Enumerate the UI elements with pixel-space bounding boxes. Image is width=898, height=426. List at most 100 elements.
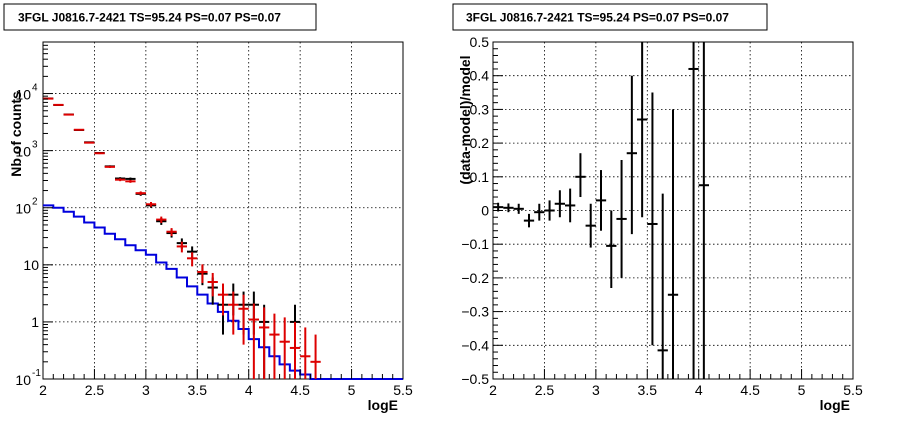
left-model-point	[269, 313, 280, 379]
left-x-tick-label: 4	[245, 382, 253, 398]
right-residual-point	[575, 153, 586, 198]
right-residual-point	[534, 203, 545, 221]
left-model-point	[115, 178, 126, 182]
left-y-axis-title: Nb of counts	[8, 91, 24, 177]
left-y-tick-exponent: 2	[32, 197, 38, 208]
right-x-tick-label: 4.5	[740, 382, 760, 398]
right-y-tick-label: 0	[481, 203, 489, 219]
left-x-tick-label: 2.5	[85, 382, 105, 398]
left-model-point	[63, 113, 74, 116]
left-y-tick-exponent: -1	[32, 368, 41, 379]
right-title-box	[452, 3, 768, 31]
right-x-tick-label: 5.5	[843, 382, 863, 398]
right-residual-point	[616, 159, 627, 278]
left-model-point	[217, 283, 229, 316]
left-model-point	[207, 272, 218, 297]
left-model-point	[135, 191, 146, 196]
right-residual-point	[637, 42, 648, 218]
left-y-tick-label: 10	[15, 372, 31, 388]
right-y-axis-title: (data-model)/model	[457, 55, 473, 184]
left-title-box	[3, 3, 317, 31]
right-y-tick-label: −0.2	[461, 270, 489, 286]
left-x-tick-label: 5.5	[393, 382, 413, 398]
left-y-tick-label: 10	[15, 201, 31, 217]
left-y-tick-label: 1	[31, 314, 39, 330]
right-residual-point	[647, 92, 658, 346]
right-y-tick-label: −0.4	[461, 337, 489, 353]
right-title: 3FGL J0816.7-2421 TS=95.24 PS=0.07 PS=0.…	[466, 11, 729, 25]
left-model-point	[310, 334, 321, 379]
left-model-point	[145, 202, 157, 207]
left-data-point	[125, 177, 136, 181]
right-axes: 2 2.5 3 3.5 4 4.5 5 5.5 −0.5 −0.4 −0.3 −0.2 −0.1 0 0.1…	[461, 34, 863, 398]
left-x-axis-title: logE	[368, 397, 398, 413]
left-model-point	[104, 165, 115, 168]
left-model-point	[197, 264, 208, 284]
left-x-tick-label: 4.5	[290, 382, 310, 398]
left-background-step-line	[43, 204, 403, 380]
right-x-tick-label: 5	[798, 382, 806, 398]
left-x-tick-label: 3.5	[188, 382, 208, 398]
left-grid	[43, 42, 403, 379]
right-residual-point	[606, 210, 617, 289]
left-y-tick-exponent: 4	[32, 83, 38, 94]
right-residual-point	[554, 190, 565, 218]
left-model-point	[94, 152, 105, 155]
right-y-tick-label: 0.1	[470, 169, 490, 185]
left-model-point	[166, 228, 177, 236]
left-model-point	[73, 128, 85, 131]
right-y-tick-label: −0.3	[461, 304, 489, 320]
right-x-tick-label: 3.5	[638, 382, 658, 398]
left-model-point	[279, 317, 290, 379]
right-residual-point	[698, 42, 709, 379]
left-model-point	[238, 294, 249, 345]
right-y-tick-label: −0.5	[461, 371, 489, 387]
right-panel: 2 2.5 3 3.5 4 4.5 5 5.5 −0.5 −0.4 −0.3 −0.2 −0.1 0 0.1…	[452, 3, 863, 413]
right-residual-point	[544, 200, 555, 221]
right-x-tick-label: 4	[695, 382, 703, 398]
right-residual-point	[585, 203, 596, 248]
left-model-point	[248, 303, 259, 379]
right-y-tick-label: 0.5	[470, 34, 490, 50]
right-residual-point	[667, 109, 679, 379]
left-model-point	[176, 241, 187, 253]
left-model-point	[84, 141, 95, 144]
right-x-tick-label: 3	[592, 382, 600, 398]
left-y-tick-exponent: 3	[32, 140, 38, 151]
left-background-histogram	[43, 204, 403, 380]
right-residual-point	[626, 75, 637, 235]
right-y-tick-label: 0.2	[470, 135, 490, 151]
left-y-tick-label: 10	[15, 144, 31, 160]
left-data-marks	[43, 97, 321, 379]
left-model-point	[53, 103, 64, 106]
left-x-tick-label: 2	[39, 382, 47, 398]
left-model-point	[289, 321, 301, 379]
left-y-tick-label: 10	[23, 257, 39, 273]
right-y-tick-label: 0.3	[470, 101, 490, 117]
left-model-point	[125, 179, 136, 183]
right-x-tick-label: 2.5	[535, 382, 555, 398]
left-model-point	[228, 291, 239, 335]
right-x-tick-label: 2	[489, 382, 497, 398]
left-model-point	[259, 307, 270, 379]
left-model-point	[187, 252, 198, 267]
right-residual-point	[595, 170, 607, 231]
right-y-tick-label: 0.4	[470, 68, 490, 84]
right-residual-point	[657, 193, 668, 379]
left-model-point	[300, 327, 311, 379]
right-residual-point	[513, 203, 524, 214]
right-residual-point	[523, 213, 535, 228]
right-y-tick-label: −0.1	[461, 236, 489, 252]
left-title: 3FGL J0816.7-2421 TS=95.24 PS=0.07 PS=0.…	[18, 11, 281, 25]
left-x-tick-label: 3	[142, 382, 150, 398]
right-x-axis-title: logE	[820, 397, 850, 413]
right-residual-point	[688, 42, 699, 379]
right-residual-point	[565, 188, 576, 223]
left-x-tick-label: 5	[348, 382, 356, 398]
left-y-tick-label: 10	[15, 87, 31, 103]
left-model-point	[156, 216, 167, 224]
